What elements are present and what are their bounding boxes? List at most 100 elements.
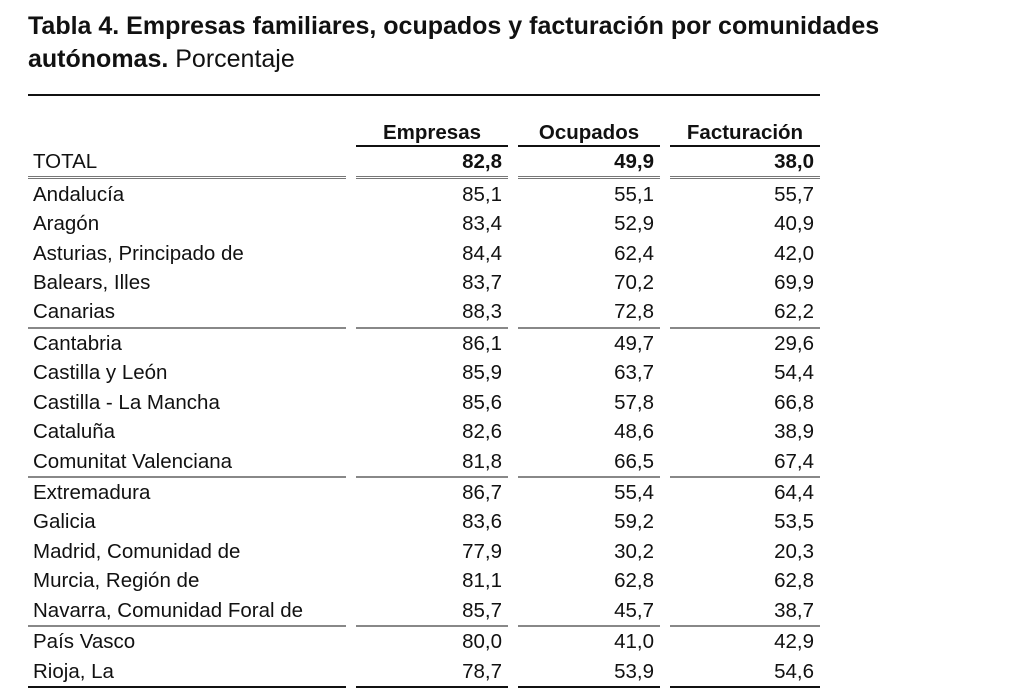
row-label: Galicia	[33, 510, 96, 534]
cell-gap	[346, 656, 356, 687]
cell-gap	[660, 446, 670, 477]
cell-facturacion: 38,9	[774, 420, 814, 444]
table-row: Cataluña 82,6 48,6 38,9	[28, 417, 820, 446]
row-label: Extremadura	[33, 481, 151, 505]
total-row: TOTAL 82,8 49,9 38,0	[28, 147, 820, 180]
cell-gap	[508, 179, 518, 208]
cell-facturacion: 42,0	[774, 241, 814, 265]
header-gap	[346, 117, 356, 147]
cell-gap	[346, 297, 356, 328]
cell-empresas: 88,3	[356, 297, 508, 329]
table-body: TOTAL 82,8 49,9 38,0 Andalucía 85,1 55,1 55…	[28, 147, 820, 688]
table-row: Extremadura 86,7 55,4 64,4	[28, 478, 820, 507]
cell-gap	[660, 209, 670, 238]
cell-ocupados: 59,2	[614, 510, 654, 534]
cell-gap	[508, 268, 518, 297]
table-row: Canarias 88,3 72,8 62,2	[28, 297, 820, 329]
cell-gap	[346, 446, 356, 477]
cell-empresas: 83,6	[462, 510, 502, 534]
cell-ocupados: 49,7	[614, 331, 654, 355]
cell-gap	[660, 147, 670, 179]
cell-gap	[508, 209, 518, 238]
cell-gap	[660, 566, 670, 595]
table-row: Castilla - La Mancha 85,6 57,8 66,8	[28, 388, 820, 417]
cell-gap	[346, 507, 356, 536]
cell-empresas: 82,8	[356, 147, 508, 180]
data-table: Empresas Ocupados Facturación TOTAL 82,8…	[28, 117, 820, 688]
cell-gap	[508, 627, 518, 656]
cell-ocupados: 48,6	[614, 420, 654, 444]
cell-ocupados: 66,5	[518, 446, 660, 478]
cell-facturacion: 66,8	[774, 390, 814, 414]
cell-gap	[660, 329, 670, 358]
cell-gap	[346, 238, 356, 267]
cell-gap	[660, 596, 670, 627]
cell-empresas: 81,1	[462, 569, 502, 593]
cell-empresas: 82,6	[462, 420, 502, 444]
cell-empresas: 77,9	[462, 539, 502, 563]
header-row: Empresas Ocupados Facturación	[28, 117, 820, 147]
cell-ocupados: 62,8	[614, 569, 654, 593]
cell-gap	[346, 537, 356, 566]
cell-facturacion: 29,6	[774, 331, 814, 355]
table-row: País Vasco 80,0 41,0 42,9	[28, 627, 820, 656]
cell-ocupados: 55,4	[614, 481, 654, 505]
cell-facturacion: 62,2	[670, 297, 820, 329]
cell-facturacion: 69,9	[774, 270, 814, 294]
cell-gap	[346, 179, 356, 208]
cell-gap	[508, 238, 518, 267]
table-row: Madrid, Comunidad de 77,9 30,2 20,3	[28, 537, 820, 566]
column-header-empresas: Empresas	[356, 117, 508, 147]
cell-gap	[660, 358, 670, 387]
cell-gap	[660, 238, 670, 267]
cell-empresas: 83,4	[462, 212, 502, 236]
cell-gap	[346, 329, 356, 358]
top-rule	[28, 94, 820, 96]
cell-gap	[660, 478, 670, 507]
row-label: Castilla - La Mancha	[33, 390, 220, 414]
cell-ocupados: 62,4	[614, 241, 654, 265]
cell-ocupados: 57,8	[614, 390, 654, 414]
row-label: Navarra, Comunidad Foral de	[28, 596, 346, 627]
cell-facturacion: 38,0	[670, 147, 820, 180]
table-header: Empresas Ocupados Facturación	[28, 117, 820, 147]
cell-gap	[508, 446, 518, 477]
cell-empresas: 85,7	[356, 596, 508, 627]
cell-gap	[660, 656, 670, 687]
cell-gap	[508, 596, 518, 627]
cell-ocupados: 52,9	[614, 212, 654, 236]
cell-ocupados: 70,2	[614, 270, 654, 294]
cell-gap	[508, 478, 518, 507]
column-header-ocupados: Ocupados	[518, 117, 660, 147]
cell-gap	[508, 507, 518, 536]
cell-empresas: 80,0	[462, 630, 502, 654]
table-title-main: Tabla 4. Empresas familiares, ocupados y…	[28, 12, 880, 73]
table-row: Rioja, La 78,7 53,9 54,6	[28, 656, 820, 688]
cell-facturacion: 53,5	[774, 510, 814, 534]
cell-gap	[508, 566, 518, 595]
cell-gap	[346, 627, 356, 656]
cell-facturacion: 62,8	[774, 569, 814, 593]
row-label: Comunitat Valenciana	[28, 446, 346, 478]
cell-ocupados: 45,7	[518, 596, 660, 627]
row-label: Canarias	[28, 297, 346, 329]
row-label: Castilla y León	[33, 361, 168, 385]
table-row: Comunitat Valenciana 81,8 66,5 67,4	[28, 446, 820, 478]
table-row: Andalucía 85,1 55,1 55,7	[28, 179, 820, 208]
cell-ocupados: 55,1	[614, 182, 654, 206]
cell-gap	[660, 627, 670, 656]
header-gap	[660, 117, 670, 147]
cell-ocupados: 63,7	[614, 361, 654, 385]
cell-ocupados: 53,9	[518, 656, 660, 688]
cell-facturacion: 20,3	[774, 539, 814, 563]
cell-gap	[346, 478, 356, 507]
cell-gap	[346, 268, 356, 297]
cell-facturacion: 40,9	[774, 212, 814, 236]
cell-ocupados: 41,0	[614, 630, 654, 654]
cell-gap	[660, 507, 670, 536]
row-label: Asturias, Principado de	[33, 241, 244, 265]
cell-facturacion: 64,4	[774, 481, 814, 505]
cell-gap	[508, 329, 518, 358]
cell-gap	[508, 537, 518, 566]
cell-gap	[660, 268, 670, 297]
